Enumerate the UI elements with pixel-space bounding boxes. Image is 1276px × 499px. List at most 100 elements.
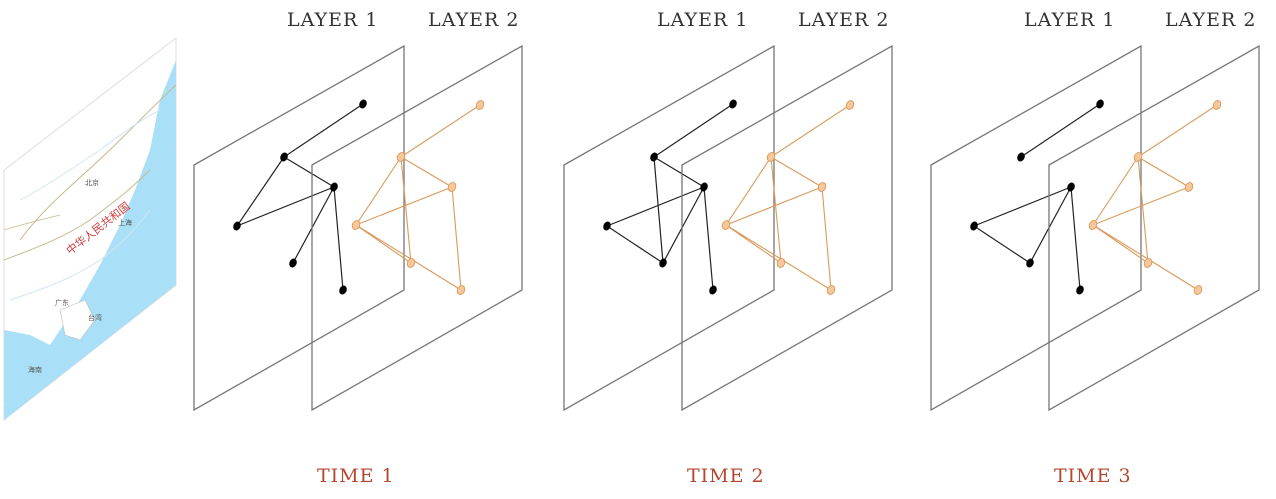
layer-2-node [447, 182, 457, 192]
layer-1-edge [653, 156, 664, 264]
layer-1-node [650, 152, 658, 162]
layer-2-label: LAYER 2 [1165, 9, 1256, 31]
layer-2-edge [770, 156, 782, 264]
layer-2-node [406, 258, 416, 268]
time-panel-3: LAYER 1 LAYER 2 TIME 3 [930, 9, 1260, 487]
layer-1-edge [236, 156, 285, 227]
layer-2-edge [770, 156, 823, 188]
layer-1-edge [606, 186, 705, 227]
layer-1-node [1076, 285, 1084, 295]
layer-2-node [826, 285, 836, 295]
layer-2-plane [1048, 44, 1260, 412]
layer-2-edge [725, 186, 823, 226]
layer-1-edge [1070, 186, 1081, 291]
layer-1-edge [662, 186, 705, 264]
layer-2-plane [681, 44, 893, 412]
layer-1-edge [1020, 103, 1101, 158]
layer-1-edge [653, 156, 705, 188]
time-label: TIME 2 [687, 465, 765, 487]
layer-1-edge [333, 186, 344, 291]
layer-2-node [1184, 182, 1194, 192]
layer-1-node [359, 99, 367, 109]
layer-1-edge [973, 225, 1031, 264]
layer-2-node [475, 100, 485, 110]
layer-2-node [1193, 285, 1203, 295]
map-place-label: 广东 [55, 298, 69, 307]
layer-2-node [1212, 100, 1222, 110]
layer-1-node [330, 182, 338, 192]
layer-1-edge [283, 156, 335, 188]
layer-2-edge [451, 186, 462, 291]
layer-2-edge [400, 156, 453, 188]
layer-2-node [396, 152, 406, 162]
layer-2-edge [1137, 156, 1190, 188]
layer-2-edge [400, 104, 481, 158]
layer-2-edge [355, 186, 453, 226]
layer-1-edge [236, 186, 335, 227]
layer-2-edge [770, 104, 851, 158]
layer-2-edge [1092, 186, 1190, 226]
layer-1-edge [703, 186, 714, 291]
layer-1-node [709, 285, 717, 295]
map-place-label: 上海 [118, 218, 132, 227]
layer-1-edge [1029, 186, 1072, 264]
layer-1-label: LAYER 1 [287, 9, 378, 31]
layer-2-node [817, 182, 827, 192]
layer-2-edge [1092, 224, 1199, 291]
layer-2-edge [1137, 104, 1218, 158]
layer-2-label: LAYER 2 [798, 9, 889, 31]
layer-2-edge [355, 224, 462, 291]
layer-1-plane [930, 44, 1142, 412]
layer-2-edge [355, 156, 402, 226]
layer-2-edge [400, 156, 412, 264]
layer-2-edge [355, 224, 412, 264]
layer-2-node [721, 220, 731, 230]
layer-1-edge [292, 186, 335, 264]
layer-2-node [1143, 258, 1153, 268]
layer-2-edge [1092, 156, 1139, 226]
layer-1-node [729, 99, 737, 109]
map-place-label: 台湾 [88, 313, 102, 322]
layer-1-node [1017, 152, 1025, 162]
layer-2-node [776, 258, 786, 268]
layer-1-node [1096, 99, 1104, 109]
layer-1-plane [193, 44, 405, 412]
layer-1-edge [606, 225, 664, 264]
layer-2-node [845, 100, 855, 110]
time-panel-1: LAYER 1 LAYER 2 TIME 1 [193, 9, 523, 487]
map-place-label: 北京 [85, 178, 99, 187]
layer-2-edge [725, 224, 782, 264]
layer-2-edge [821, 186, 832, 291]
layer-1-node [700, 182, 708, 192]
layer-1-edge [653, 103, 734, 158]
map-place-label: 海南 [28, 365, 42, 374]
time-label: TIME 1 [317, 465, 395, 487]
layer-2-edge [725, 156, 772, 226]
layer-1-node [659, 258, 667, 268]
layer-1-node [233, 221, 241, 231]
layer-1-node [1067, 182, 1075, 192]
layer-2-node [1088, 220, 1098, 230]
time-label: TIME 3 [1054, 465, 1132, 487]
layer-1-plane [563, 44, 775, 412]
layer-1-edge [973, 186, 1072, 227]
layer-2-edge [725, 224, 832, 291]
layer-1-node [603, 221, 611, 231]
layer-1-node [970, 221, 978, 231]
layer-2-node [456, 285, 466, 295]
layer-2-node [351, 220, 361, 230]
layer-1-edge [283, 103, 364, 158]
layer-1-node [1026, 258, 1034, 268]
china-map-image: 中华人民共和国 北京 上海 广东 台湾 海南 [3, 36, 177, 422]
layer-1-label: LAYER 1 [657, 9, 748, 31]
layer-1-node [280, 152, 288, 162]
layer-1-node [289, 258, 297, 268]
layer-1-label: LAYER 1 [1024, 9, 1115, 31]
layer-2-label: LAYER 2 [428, 9, 519, 31]
layer-2-plane [311, 44, 523, 412]
time-panel-2: LAYER 1 LAYER 2 TIME 2 [563, 9, 893, 487]
layer-2-node [1133, 152, 1143, 162]
layer-1-node [339, 285, 347, 295]
layer-2-edge [1137, 156, 1149, 264]
